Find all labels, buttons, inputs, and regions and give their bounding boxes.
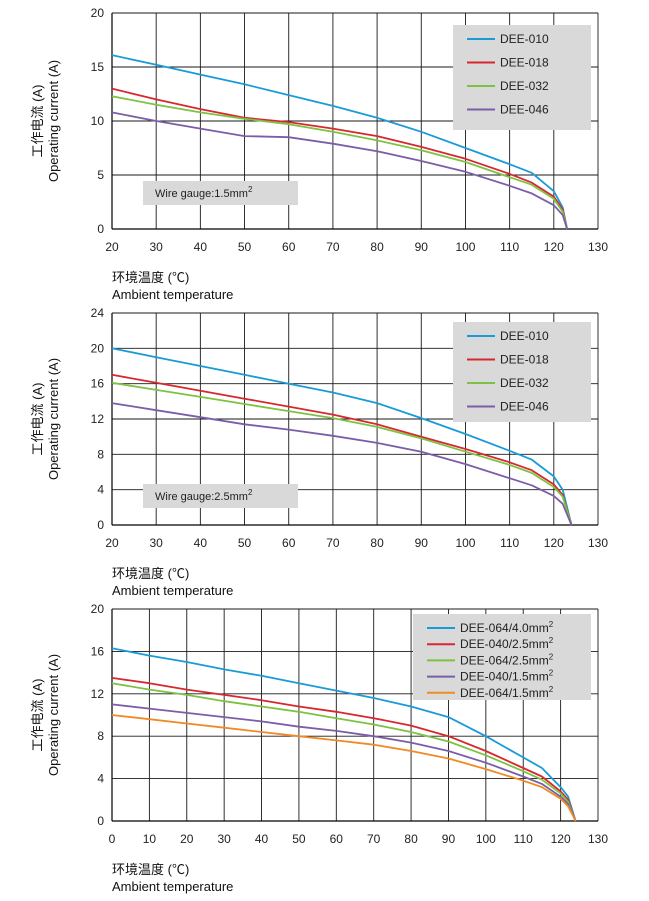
legend-superscript: 2 <box>549 685 554 694</box>
legend-entry: DEE-018 <box>500 56 549 70</box>
annotation-label: Wire gauge:1.5mm2 <box>155 185 253 200</box>
y-tick-label: 4 <box>97 483 104 497</box>
y-tick-label: 8 <box>97 729 104 743</box>
x-tick-label: 20 <box>105 536 119 550</box>
y-tick-label: 12 <box>91 687 105 701</box>
series-line-4 <box>112 704 576 821</box>
y-tick-label: 20 <box>91 602 105 616</box>
legend-superscript: 2 <box>549 620 554 629</box>
legend-entry: DEE-010 <box>500 329 549 343</box>
legend-entry: DEE-064/2.5mm2 <box>460 652 554 667</box>
x-tick-label: 80 <box>370 240 384 254</box>
chart-1: 20 30 40 50 60 70 80 90 100 110 120 130 0 5 10 15 20 工作电流… <box>30 6 608 302</box>
chart-2: 20 30 40 50 60 70 80 90 100 110 120 130 0 4 8 12 16 20 24 工… <box>30 306 608 598</box>
x-tick-label: 130 <box>588 536 608 550</box>
legend-superscript: 2 <box>549 652 554 661</box>
x-tick-label: 60 <box>282 240 296 254</box>
y-tick-label: 24 <box>91 306 105 320</box>
chart-3: 0 10 20 30 40 50 60 70 80 90 100 110 120 130 0 4 8 12 16 20… <box>30 602 608 894</box>
x-axis-label-en: Ambient temperature <box>112 287 233 302</box>
x-tick-label: 80 <box>370 536 384 550</box>
legend-entry: DEE-040/2.5mm2 <box>460 636 554 651</box>
x-tick-label: 10 <box>143 832 157 846</box>
y-tick-label: 20 <box>91 341 105 355</box>
y-axis-label-cn: 工作电流 (A) <box>30 679 45 752</box>
legend-entry: DEE-032 <box>500 79 549 93</box>
x-tick-label: 30 <box>150 536 164 550</box>
x-tick-label: 20 <box>180 832 194 846</box>
x-tick-label: 110 <box>514 832 533 846</box>
annotation-label: Wire gauge:2.5mm2 <box>155 488 253 503</box>
x-axis-label-cn: 环境温度 (℃) <box>112 566 189 581</box>
y-tick-label: 0 <box>97 518 104 532</box>
x-tick-label: 90 <box>442 832 456 846</box>
x-tick-label: 50 <box>292 832 306 846</box>
x-tick-label: 70 <box>367 832 381 846</box>
x-tick-label: 90 <box>415 536 429 550</box>
series-line-5 <box>112 715 576 821</box>
x-axis-label-en: Ambient temperature <box>112 583 233 598</box>
x-tick-label: 50 <box>238 240 252 254</box>
y-axis-label-en: Operating current (A) <box>46 654 61 776</box>
x-tick-label: 40 <box>194 536 208 550</box>
series-line-3 <box>112 683 576 821</box>
annotation-superscript: 2 <box>248 185 253 194</box>
y-tick-label: 8 <box>97 447 104 461</box>
x-tick-label: 120 <box>551 832 571 846</box>
legend-superscript: 2 <box>549 636 554 645</box>
legend-entry: DEE-046 <box>500 400 549 414</box>
y-tick-label: 10 <box>91 114 105 128</box>
x-tick-label: 130 <box>588 240 608 254</box>
y-tick-label: 20 <box>91 6 105 20</box>
x-tick-label: 70 <box>326 536 340 550</box>
x-tick-label: 100 <box>455 240 475 254</box>
legend-entry: DEE-040/1.5mm2 <box>460 669 554 684</box>
y-tick-label: 0 <box>97 814 104 828</box>
x-tick-label: 110 <box>500 240 519 254</box>
x-tick-label: 120 <box>544 536 564 550</box>
x-tick-label: 40 <box>255 832 269 846</box>
y-axis-label-en: Operating current (A) <box>46 358 61 480</box>
y-tick-label: 15 <box>91 60 105 74</box>
x-tick-label: 90 <box>415 240 429 254</box>
x-tick-label: 100 <box>476 832 496 846</box>
legend-entry: DEE-064/4.0mm2 <box>460 620 554 635</box>
y-tick-label: 0 <box>97 222 104 236</box>
y-tick-label: 16 <box>91 377 105 391</box>
x-axis-label-en: Ambient temperature <box>112 879 233 894</box>
x-tick-label: 50 <box>238 536 252 550</box>
y-tick-label: 12 <box>91 412 105 426</box>
legend-entry: DEE-018 <box>500 353 549 367</box>
y-axis-label-cn: 工作电流 (A) <box>30 85 45 158</box>
x-tick-label: 60 <box>282 536 296 550</box>
y-axis-label-en: Operating current (A) <box>46 60 61 182</box>
x-axis-label-cn: 环境温度 (℃) <box>112 270 189 285</box>
y-tick-label: 4 <box>97 772 104 786</box>
x-tick-label: 100 <box>455 536 475 550</box>
x-tick-label: 120 <box>544 240 564 254</box>
x-tick-label: 70 <box>326 240 340 254</box>
x-tick-label: 0 <box>109 832 116 846</box>
x-tick-label: 20 <box>105 240 119 254</box>
y-tick-label: 5 <box>97 168 104 182</box>
x-tick-label: 40 <box>194 240 208 254</box>
legend-entry: DEE-010 <box>500 32 549 46</box>
legend-entry: DEE-064/1.5mm2 <box>460 685 554 700</box>
legend-entry: DEE-046 <box>500 103 549 117</box>
y-tick-label: 16 <box>91 644 105 658</box>
x-axis-label-cn: 环境温度 (℃) <box>112 862 189 877</box>
x-tick-label: 60 <box>330 832 344 846</box>
y-axis-label-cn: 工作电流 (A) <box>30 383 45 456</box>
x-tick-label: 80 <box>404 832 418 846</box>
legend-entry: DEE-032 <box>500 376 549 390</box>
x-tick-label: 110 <box>500 536 519 550</box>
x-tick-label: 130 <box>588 832 608 846</box>
annotation-superscript: 2 <box>248 488 253 497</box>
x-tick-label: 30 <box>150 240 164 254</box>
legend-superscript: 2 <box>549 669 554 678</box>
x-tick-label: 30 <box>217 832 231 846</box>
